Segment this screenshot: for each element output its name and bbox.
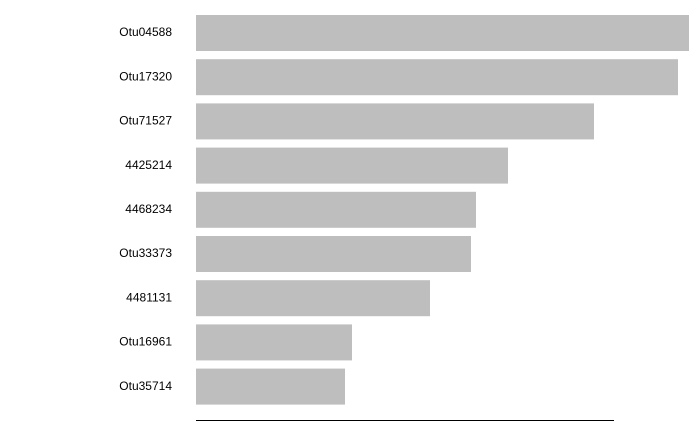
y-tick-label: 4425214 xyxy=(125,158,172,172)
y-tick-label: Otu71527 xyxy=(119,114,172,128)
bar xyxy=(196,59,678,96)
y-tick-label: 4481131 xyxy=(126,290,172,304)
bar xyxy=(196,191,476,228)
bar xyxy=(196,280,430,317)
y-tick-label: Otu35714 xyxy=(119,379,172,393)
bar xyxy=(196,147,508,184)
bar xyxy=(196,368,345,405)
bar xyxy=(196,324,352,361)
y-tick-label: Otu33373 xyxy=(119,246,172,260)
y-tick-label: Otu17320 xyxy=(119,69,172,83)
y-tick-label: 4468234 xyxy=(125,202,172,216)
y-tick-label: Otu16961 xyxy=(119,335,172,349)
y-tick-label: Otu04588 xyxy=(119,25,172,39)
bar xyxy=(196,103,594,140)
bar xyxy=(196,236,471,272)
bar xyxy=(196,15,689,51)
